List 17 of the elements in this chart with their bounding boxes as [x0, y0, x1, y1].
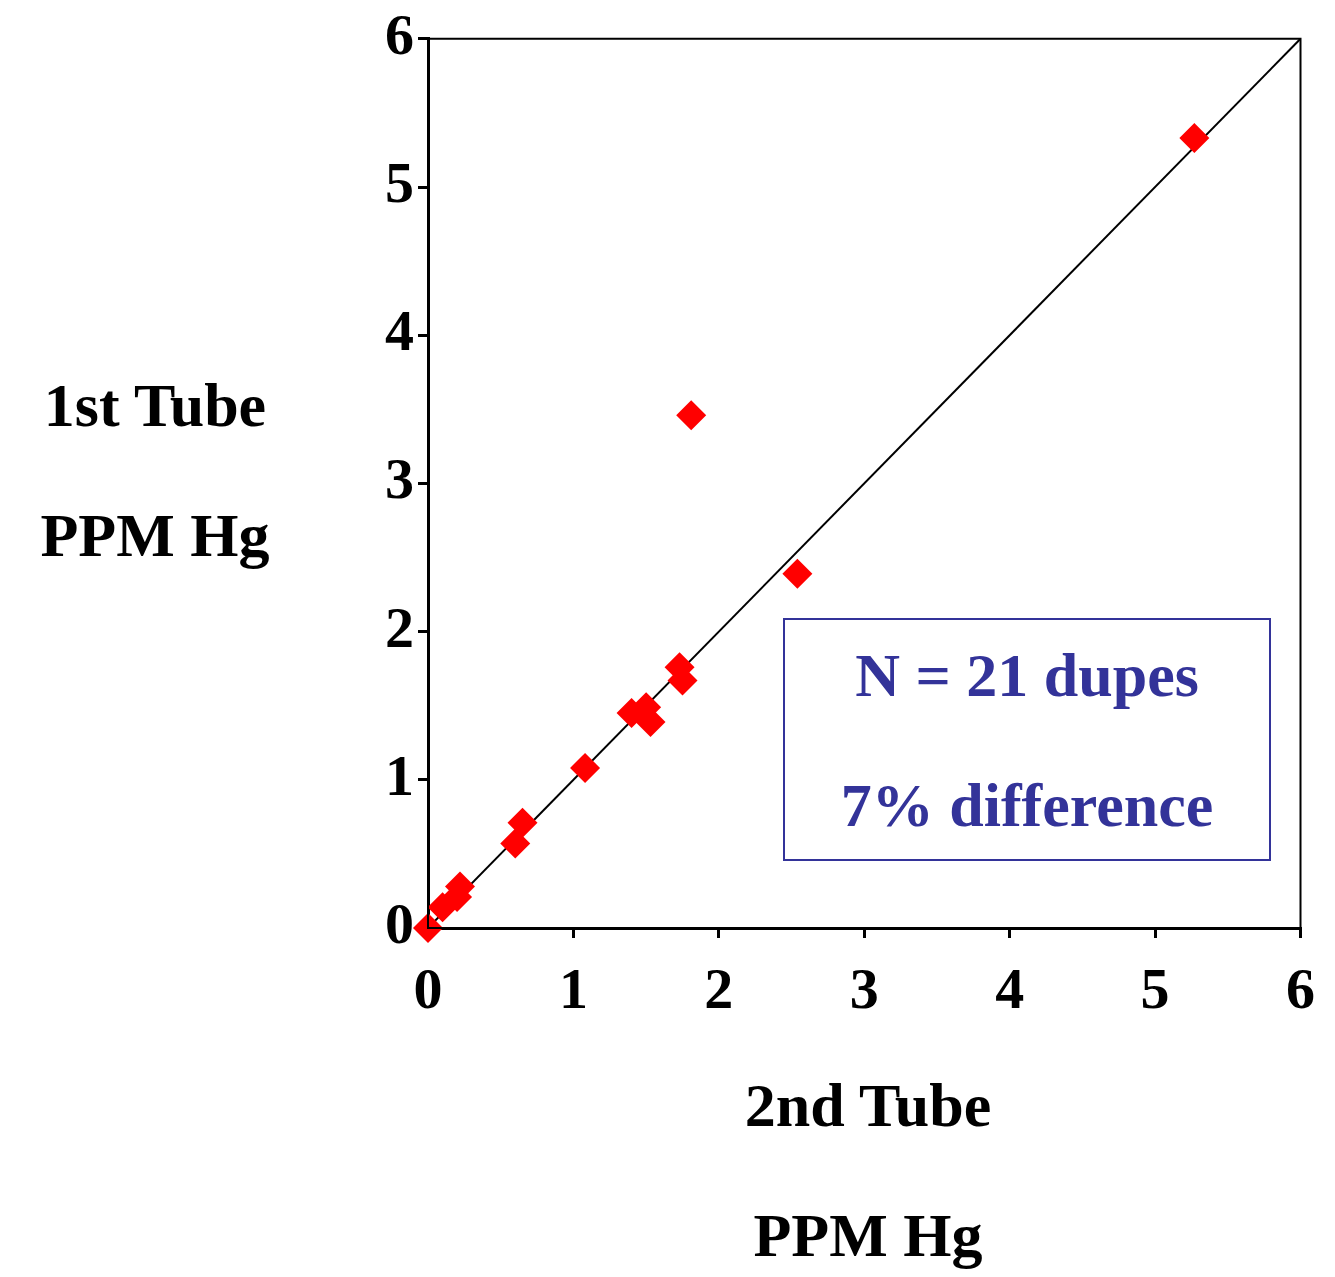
x-tick-label: 3 — [849, 955, 879, 1021]
x-tick-label: 1 — [558, 955, 588, 1021]
y-tick-label: 3 — [385, 446, 414, 512]
x-tick-label: 2 — [704, 955, 734, 1021]
y-tick-label: 0 — [385, 890, 414, 956]
x-tick-label: 6 — [1286, 955, 1315, 1021]
y-tick-label: 1 — [385, 742, 414, 808]
y-tick-label: 2 — [385, 594, 414, 660]
x-axis-title: 2nd Tube PPM Hg — [743, 1070, 993, 1271]
x-tick-label: 5 — [1140, 955, 1170, 1021]
y-axis-title: 1st Tube PPM Hg — [39, 370, 271, 571]
annotation: 7% difference — [839, 769, 1215, 841]
y-tick-label: 4 — [385, 298, 414, 364]
annotation: N = 21 dupes — [854, 639, 1200, 711]
y-tick-label: 5 — [385, 149, 414, 215]
x-tick-label: 4 — [995, 955, 1025, 1021]
y-tick-label: 6 — [385, 1, 414, 67]
